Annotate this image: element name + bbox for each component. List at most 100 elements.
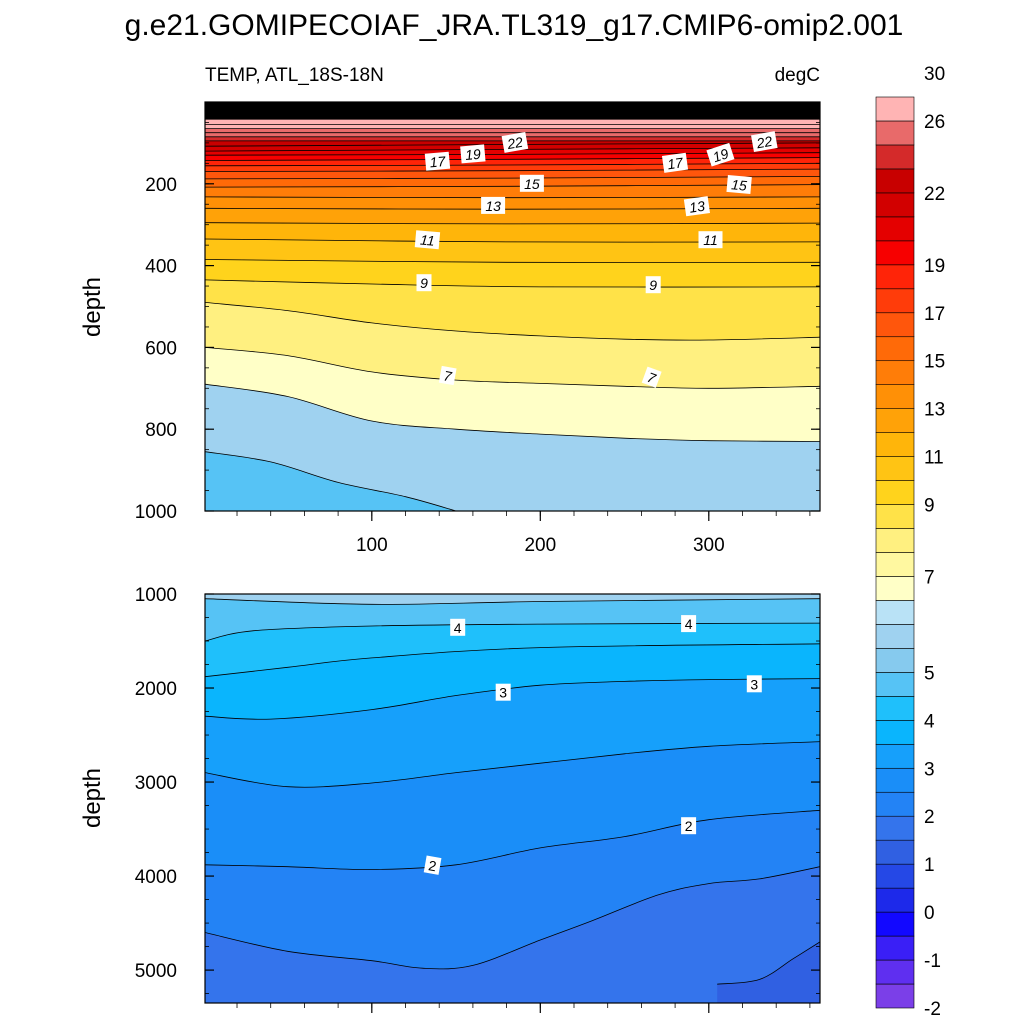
upper-contour-20 — [205, 152, 820, 156]
colorbar-box — [875, 767, 915, 793]
upper-contour-label: 15 — [726, 174, 752, 195]
lower-band-1.5 — [717, 941, 820, 1003]
upper-surface-contour — [205, 105, 820, 113]
colorbar-box — [875, 791, 915, 817]
contour-label-text: 22 — [505, 134, 524, 153]
upper-contour-label: 22 — [501, 131, 529, 153]
upper-contour-label: 22 — [751, 131, 778, 153]
colorbar-box — [875, 983, 915, 1009]
colorbar-tick-label: -1 — [924, 951, 941, 972]
upper-ytick-label: 1000 — [135, 502, 177, 523]
contour-label-text: 3 — [750, 676, 758, 692]
contour-label-text: 9 — [420, 275, 428, 291]
upper-filled-contours — [205, 102, 820, 511]
upper-contour-10 — [205, 259, 820, 263]
upper-xtick-label: 300 — [693, 535, 725, 556]
contour-label-text: 13 — [688, 198, 706, 216]
lower-contour-5 — [205, 598, 820, 605]
colorbar-box — [875, 552, 915, 577]
upper-contour-18 — [205, 162, 820, 167]
contour-label-text: 15 — [524, 176, 540, 192]
colorbar-box — [875, 168, 915, 194]
colorbar-box — [875, 815, 915, 841]
lower-contour-3 — [205, 741, 820, 788]
lower-contour-2 — [205, 866, 820, 970]
upper-subtitle-left: TEMP, ATL_18S-18N — [205, 65, 384, 86]
colorbar-tick-label: 9 — [924, 496, 935, 517]
colorbar-box — [875, 624, 915, 649]
upper-contour-label: 17 — [424, 151, 451, 171]
colorbar-box — [875, 384, 915, 409]
upper-contour-label: 13 — [683, 196, 710, 217]
lower-contour-1.5 — [717, 941, 820, 985]
colorbar-tick-label: 22 — [924, 184, 945, 205]
lower-filled-contours — [205, 594, 820, 1003]
colorbar-box — [875, 456, 915, 481]
upper-contour-14 — [205, 196, 820, 199]
upper-ytick-label: 800 — [145, 420, 177, 441]
upper-contour-label: 13 — [481, 196, 506, 214]
colorbar: -2 -1 0 1 2 3 4 5 7 9 11 13 15 17 19 22 26 30 — [875, 64, 945, 1020]
colorbar-box — [875, 240, 915, 266]
colorbar-box — [875, 863, 915, 889]
upper-contour-label: 19 — [460, 144, 486, 164]
contour-label-text: 11 — [703, 232, 718, 248]
colorbar-tick-label: 5 — [924, 663, 935, 684]
colorbar-box — [875, 96, 915, 122]
contour-label-text: 17 — [666, 154, 685, 172]
colorbar-tick-label: 0 — [924, 903, 935, 924]
lower-contour-label: 4 — [450, 618, 466, 636]
upper-contour-17 — [205, 168, 820, 172]
colorbar-box — [875, 504, 915, 529]
lower-ytick-label: 4000 — [135, 867, 177, 888]
lower-contour-label: 2 — [681, 817, 697, 835]
upper-contour-12 — [205, 222, 820, 225]
contour-label-text: 2 — [685, 818, 693, 834]
contour-label-text: 4 — [685, 616, 693, 632]
contour-label-text: 19 — [711, 145, 731, 165]
colorbar-box — [875, 408, 915, 433]
upper-contour-label: 19 — [706, 142, 735, 167]
colorbar-box — [875, 192, 915, 218]
colorbar-tick-label: 17 — [924, 304, 945, 325]
figure-title: g.e21.GOMIPECOIAF_JRA.TL319_g17.CMIP6-om… — [125, 9, 904, 42]
colorbar-box — [875, 672, 915, 697]
lower-ylabel: depth — [79, 768, 106, 828]
upper-contour-5 — [205, 451, 457, 511]
colorbar-box — [875, 144, 915, 170]
upper-contour-label: 9 — [645, 276, 661, 294]
lower-ytick-label: 1000 — [135, 585, 177, 606]
colorbar-box — [875, 432, 915, 457]
upper-contour-6 — [205, 383, 820, 442]
contour-label-text: 11 — [419, 232, 435, 249]
colorbar-box — [875, 743, 915, 769]
upper-contour-label: 17 — [661, 152, 689, 173]
upper-contour-13 — [205, 207, 820, 210]
colorbar-box — [875, 288, 915, 314]
contour-label-text: 17 — [429, 153, 447, 170]
colorbar-tick-label: 7 — [924, 567, 935, 588]
upper-xtick-label: 200 — [524, 535, 556, 556]
lower-contour-label: 3 — [495, 683, 511, 701]
colorbar-box — [875, 887, 915, 913]
colorbar-box — [875, 696, 915, 721]
colorbar-box — [875, 264, 915, 290]
contour-label-text: 15 — [731, 176, 748, 193]
colorbar-tick-label: 4 — [924, 711, 935, 732]
lower-contour-label: 4 — [681, 615, 697, 633]
lower-band-2 — [205, 866, 820, 1003]
colorbar-tick-label: 15 — [924, 352, 945, 373]
colorbar-box — [875, 216, 915, 242]
upper-contour-8 — [205, 302, 820, 341]
lower-contour-label: 3 — [746, 675, 762, 693]
colorbar-box — [875, 120, 915, 146]
lower-ytick-label: 2000 — [135, 679, 177, 700]
contour-label-text: 22 — [754, 133, 773, 152]
contour-label-text: 13 — [485, 198, 501, 214]
upper-subtitle-right: degC — [775, 65, 820, 86]
colorbar-tick-label: 1 — [924, 855, 935, 876]
colorbar-tick-label: 3 — [924, 759, 935, 780]
colorbar-tick-label: 19 — [924, 256, 945, 277]
colorbar-box — [875, 935, 915, 961]
